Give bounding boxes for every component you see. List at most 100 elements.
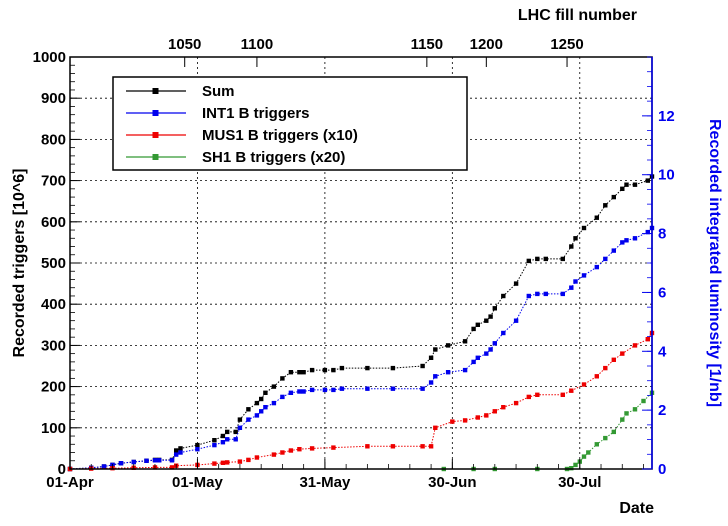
data-point — [543, 256, 548, 262]
data-point — [178, 450, 183, 455]
data-point — [603, 203, 608, 208]
data-point — [225, 429, 230, 435]
data-point — [309, 387, 315, 393]
series-line — [69, 332, 653, 470]
data-point — [280, 450, 285, 455]
data-point — [178, 446, 183, 451]
y-tick-label: 100 — [41, 420, 66, 437]
data-point — [271, 384, 277, 389]
data-point — [594, 374, 599, 379]
data-point — [603, 435, 608, 441]
data-point — [246, 407, 251, 412]
data-point — [246, 417, 251, 422]
data-point — [263, 405, 268, 410]
data-point — [581, 382, 587, 387]
data-point — [420, 444, 425, 449]
y-tick-label: 400 — [41, 296, 66, 313]
data-point — [271, 452, 277, 457]
data-point — [212, 461, 217, 466]
data-point — [195, 442, 200, 448]
data-point — [420, 363, 425, 369]
legend-marker — [152, 132, 159, 138]
data-point — [513, 318, 519, 323]
y2-tick-label: 6 — [658, 284, 666, 301]
legend-label: INT1 B triggers — [202, 105, 310, 122]
data-point — [297, 389, 302, 394]
data-point — [212, 442, 217, 448]
y-tick-label: 600 — [41, 214, 66, 231]
data-point — [632, 343, 638, 348]
data-point — [632, 236, 638, 241]
data-point — [254, 413, 260, 418]
x-axis-title: Date — [619, 500, 654, 517]
data-point — [632, 407, 638, 412]
data-point — [254, 400, 260, 406]
data-point — [237, 459, 243, 464]
series-layer — [67, 174, 655, 472]
data-point — [611, 194, 616, 200]
data-point — [573, 279, 578, 284]
data-point — [611, 248, 616, 253]
legend-marker — [152, 88, 159, 94]
legend-box — [112, 76, 468, 171]
data-point — [259, 396, 264, 402]
x-tick-label: 30-Jul — [558, 474, 601, 491]
data-point — [581, 273, 587, 278]
data-point — [535, 291, 540, 297]
data-point — [471, 326, 476, 332]
legend-entry: SH1 B triggers (x20) — [126, 149, 345, 166]
data-point — [569, 244, 574, 249]
data-point — [632, 182, 638, 187]
data-point — [560, 256, 565, 262]
data-point — [301, 370, 306, 375]
legend-entry: MUS1 B triggers (x10) — [126, 127, 358, 144]
data-point — [144, 458, 149, 463]
data-point — [174, 448, 179, 453]
data-point — [645, 178, 650, 183]
data-point — [445, 343, 451, 348]
y2-tick-label: 2 — [658, 402, 666, 419]
x2-tick-label: 1050 — [168, 36, 201, 53]
y-tick-label: 500 — [41, 255, 66, 272]
x-tick-label: 01-May — [172, 474, 224, 491]
data-point — [297, 370, 302, 375]
data-point — [513, 400, 519, 406]
data-point — [428, 380, 434, 385]
x-tick-label: 30-Jun — [428, 474, 476, 491]
data-point — [501, 405, 506, 410]
legend-label: SH1 B triggers (x20) — [202, 149, 345, 166]
legend-label: Sum — [202, 83, 235, 100]
data-point — [484, 351, 489, 356]
data-point — [484, 318, 489, 323]
data-point — [462, 418, 468, 423]
data-point — [152, 458, 158, 463]
data-point — [492, 409, 497, 414]
legend-entry: INT1 B triggers — [126, 105, 310, 122]
data-point — [390, 386, 396, 391]
data-point — [603, 365, 608, 371]
data-point — [271, 400, 277, 406]
data-point — [225, 460, 230, 465]
x-tick-label: 01-Apr — [46, 474, 94, 491]
data-point — [157, 458, 162, 463]
data-point — [611, 357, 616, 362]
data-point — [288, 390, 294, 395]
data-point — [322, 387, 328, 393]
data-point — [484, 413, 489, 418]
data-point — [560, 392, 565, 397]
data-point — [331, 367, 336, 373]
data-point — [288, 370, 294, 375]
y-axis-title: Recorded triggers [10^6] — [11, 169, 28, 358]
data-point — [526, 258, 531, 264]
x2-tick-label: 1250 — [550, 36, 583, 53]
data-point — [492, 306, 497, 311]
data-point — [131, 459, 136, 465]
data-point — [433, 374, 438, 379]
data-point — [169, 465, 175, 470]
y-tick-label: 900 — [41, 90, 66, 107]
data-point — [246, 457, 251, 463]
series-1 — [67, 225, 655, 472]
data-point — [433, 425, 438, 430]
y-tick-label: 200 — [41, 379, 66, 396]
